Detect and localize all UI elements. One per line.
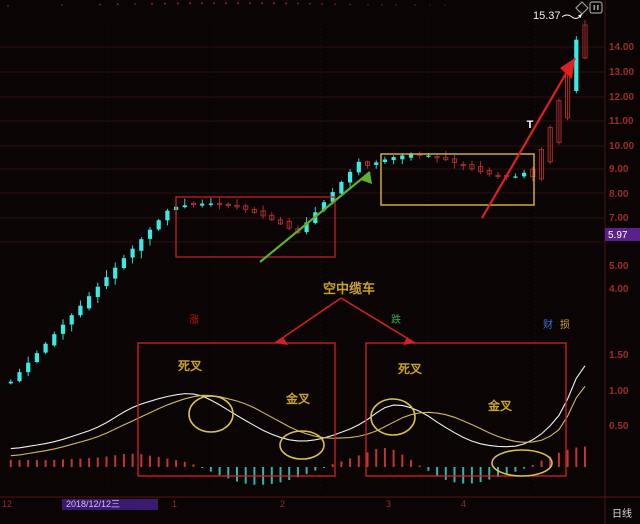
svg-text:5.00: 5.00 [609, 261, 629, 272]
svg-text:15.37: 15.37 [533, 10, 561, 22]
svg-text:12.00: 12.00 [609, 92, 634, 103]
svg-text:财: 财 [543, 318, 553, 331]
svg-text:5.97: 5.97 [608, 230, 628, 241]
svg-text:0.50: 0.50 [609, 421, 629, 432]
svg-text:11.00: 11.00 [609, 116, 634, 127]
svg-text:2: 2 [280, 499, 285, 509]
svg-text:跌: 跌 [391, 313, 401, 326]
svg-text:金叉: 金叉 [487, 398, 513, 413]
svg-text:T: T [527, 119, 534, 131]
svg-text:1.00: 1.00 [609, 386, 629, 397]
svg-text:日线: 日线 [612, 507, 632, 520]
svg-text:涨: 涨 [189, 314, 199, 326]
svg-text:9.00: 9.00 [609, 164, 629, 175]
svg-text:4.00: 4.00 [609, 284, 629, 295]
svg-text:死叉: 死叉 [398, 362, 423, 376]
svg-text:14.00: 14.00 [609, 42, 634, 53]
svg-text:12: 12 [2, 499, 12, 509]
svg-text:空中缆车: 空中缆车 [323, 281, 375, 296]
svg-text:2018/12/12三: 2018/12/12三 [66, 499, 120, 509]
svg-text:4: 4 [461, 499, 466, 509]
svg-text:13.00: 13.00 [609, 67, 634, 78]
svg-text:3: 3 [386, 499, 391, 509]
svg-text:10.00: 10.00 [609, 141, 634, 152]
svg-text:1.50: 1.50 [609, 350, 629, 361]
svg-text:死叉: 死叉 [178, 359, 203, 373]
svg-text:损: 损 [560, 318, 570, 331]
svg-text:8.00: 8.00 [609, 189, 629, 200]
svg-text:7.00: 7.00 [609, 213, 629, 224]
svg-text:金叉: 金叉 [285, 391, 311, 406]
svg-text:1: 1 [172, 499, 177, 509]
